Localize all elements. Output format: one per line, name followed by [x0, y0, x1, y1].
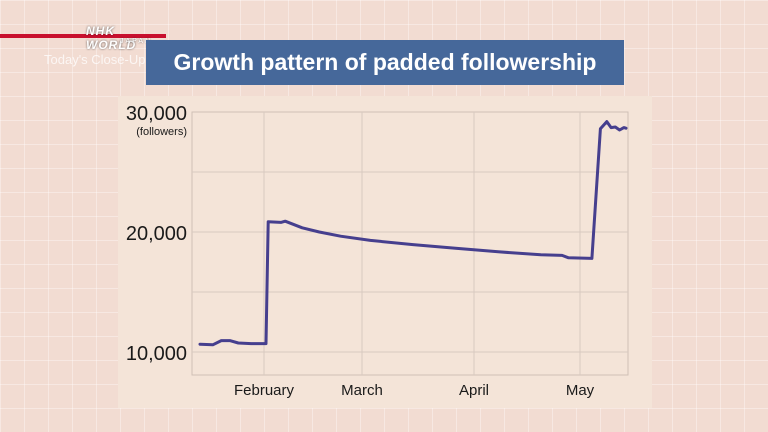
nhk-world-logo: NHK WORLD JAPAN — [0, 24, 168, 52]
x-tick-label: February — [234, 382, 295, 399]
x-tick-label: March — [341, 382, 383, 399]
logo-subtext: JAPAN — [120, 38, 153, 45]
plot-frame — [191, 111, 629, 376]
program-name: Today's Close-Up — [44, 52, 146, 67]
y-tick-label: 30,000 — [126, 103, 187, 125]
logo-red-bar — [0, 34, 166, 38]
followers-series-line — [198, 120, 628, 347]
chart-panel — [118, 96, 652, 408]
chart-title: Growth pattern of padded followership — [173, 49, 597, 75]
x-tick-label: May — [566, 382, 595, 399]
x-tick-label: April — [459, 382, 489, 399]
logo-text: NHK WORLD — [86, 24, 137, 52]
title-banner: Growth pattern of padded followership — [146, 40, 624, 85]
y-tick-label: 20,000 — [126, 223, 187, 245]
y-tick-label: 10,000 — [126, 343, 187, 365]
y-axis-unit-label: (followers) — [136, 126, 187, 138]
